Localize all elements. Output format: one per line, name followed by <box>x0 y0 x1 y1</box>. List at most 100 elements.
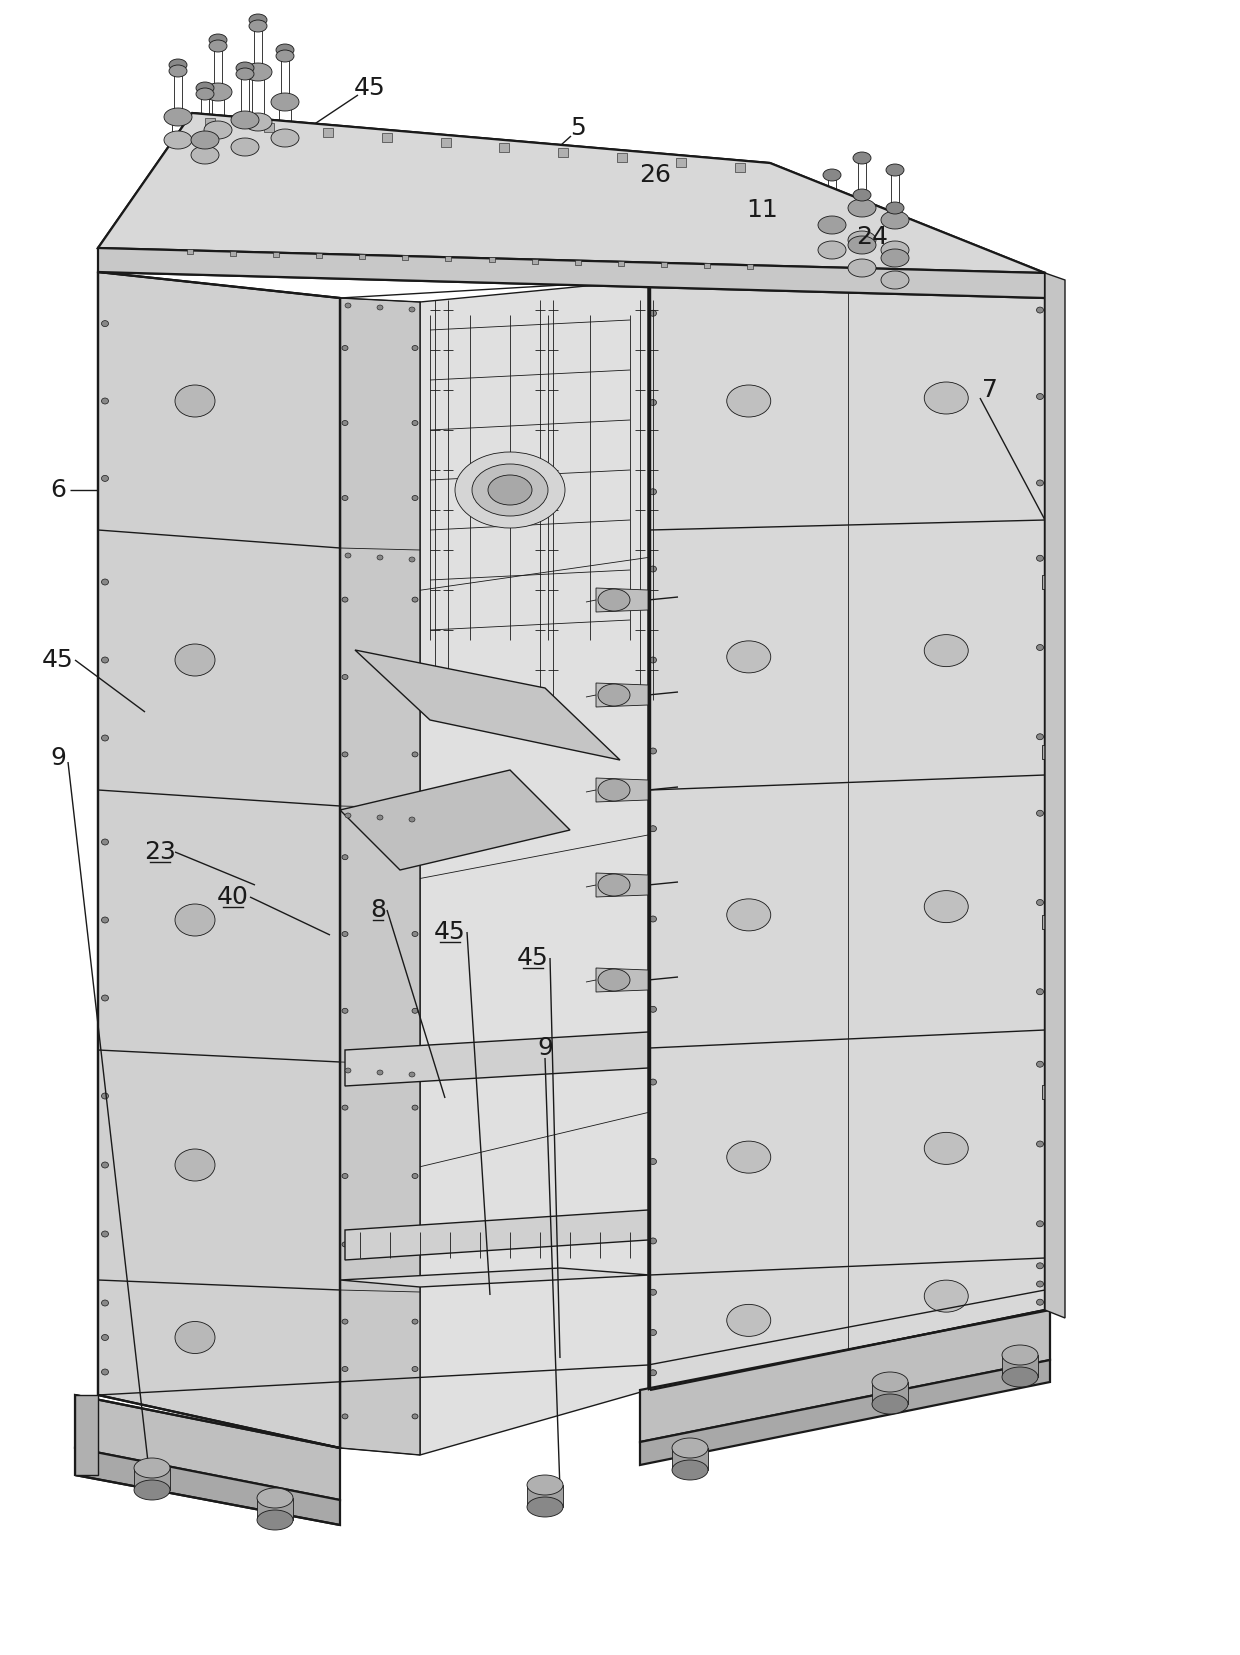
Polygon shape <box>596 872 649 897</box>
Ellipse shape <box>169 60 187 71</box>
Ellipse shape <box>377 554 383 559</box>
Polygon shape <box>440 137 450 147</box>
Ellipse shape <box>924 1279 968 1312</box>
Ellipse shape <box>1037 988 1044 995</box>
Ellipse shape <box>1002 1367 1038 1387</box>
Ellipse shape <box>727 899 771 930</box>
Ellipse shape <box>342 751 348 756</box>
Polygon shape <box>340 1268 650 1288</box>
Text: 24: 24 <box>856 225 888 248</box>
Ellipse shape <box>272 129 299 147</box>
Ellipse shape <box>924 634 968 667</box>
Ellipse shape <box>1037 394 1044 399</box>
Polygon shape <box>74 1395 340 1499</box>
Ellipse shape <box>872 1394 908 1413</box>
Ellipse shape <box>102 475 109 482</box>
Ellipse shape <box>887 202 904 213</box>
Ellipse shape <box>412 495 418 500</box>
Polygon shape <box>345 1210 649 1259</box>
Polygon shape <box>676 159 686 167</box>
Ellipse shape <box>231 137 259 156</box>
Ellipse shape <box>345 303 351 308</box>
Polygon shape <box>640 1360 1050 1465</box>
Ellipse shape <box>924 1132 968 1165</box>
Ellipse shape <box>175 904 215 937</box>
Polygon shape <box>403 255 408 260</box>
Ellipse shape <box>342 932 348 937</box>
Ellipse shape <box>102 1162 109 1168</box>
Ellipse shape <box>598 780 630 801</box>
Polygon shape <box>532 258 538 263</box>
Ellipse shape <box>887 164 904 175</box>
Ellipse shape <box>672 1460 708 1480</box>
Ellipse shape <box>412 420 418 425</box>
Polygon shape <box>187 250 193 255</box>
Ellipse shape <box>412 675 418 680</box>
Ellipse shape <box>650 399 656 405</box>
Ellipse shape <box>727 1142 771 1173</box>
Ellipse shape <box>650 1370 656 1375</box>
Polygon shape <box>264 122 274 132</box>
Polygon shape <box>192 113 770 162</box>
Polygon shape <box>355 650 620 760</box>
Ellipse shape <box>412 1008 418 1013</box>
Text: 6: 6 <box>50 478 66 501</box>
Ellipse shape <box>650 915 656 922</box>
Ellipse shape <box>196 83 215 94</box>
Ellipse shape <box>342 420 348 425</box>
Ellipse shape <box>205 83 232 101</box>
Ellipse shape <box>342 1241 348 1246</box>
Polygon shape <box>98 248 1045 298</box>
Ellipse shape <box>345 1067 351 1072</box>
Ellipse shape <box>650 566 656 573</box>
Ellipse shape <box>409 1072 415 1077</box>
Polygon shape <box>1042 915 1060 928</box>
Polygon shape <box>672 1448 708 1470</box>
Polygon shape <box>489 258 495 263</box>
Polygon shape <box>1042 574 1060 589</box>
Ellipse shape <box>1002 1346 1038 1365</box>
Ellipse shape <box>455 452 565 528</box>
Ellipse shape <box>1037 1061 1044 1067</box>
Ellipse shape <box>1037 554 1044 561</box>
Ellipse shape <box>169 65 187 78</box>
Ellipse shape <box>102 579 109 584</box>
Ellipse shape <box>1037 644 1044 650</box>
Ellipse shape <box>102 995 109 1001</box>
Ellipse shape <box>818 242 846 258</box>
Ellipse shape <box>527 1475 563 1494</box>
Ellipse shape <box>244 63 272 81</box>
Ellipse shape <box>231 111 259 129</box>
Ellipse shape <box>727 640 771 674</box>
Polygon shape <box>316 253 322 258</box>
Ellipse shape <box>412 597 418 602</box>
Polygon shape <box>596 778 649 803</box>
Ellipse shape <box>377 305 383 309</box>
Polygon shape <box>1042 745 1060 760</box>
Ellipse shape <box>823 169 841 180</box>
Text: 45: 45 <box>434 920 466 943</box>
Ellipse shape <box>650 1289 656 1296</box>
Ellipse shape <box>102 1299 109 1306</box>
Ellipse shape <box>409 818 415 823</box>
Ellipse shape <box>175 386 215 417</box>
Ellipse shape <box>1037 733 1044 740</box>
Polygon shape <box>735 164 745 172</box>
Ellipse shape <box>342 1367 348 1372</box>
Ellipse shape <box>272 93 299 111</box>
Ellipse shape <box>134 1480 170 1499</box>
Ellipse shape <box>102 1231 109 1236</box>
Text: 7: 7 <box>982 377 998 402</box>
Text: 45: 45 <box>517 947 549 970</box>
Ellipse shape <box>598 968 630 991</box>
Polygon shape <box>618 261 624 266</box>
Ellipse shape <box>102 735 109 741</box>
Polygon shape <box>500 142 510 152</box>
Ellipse shape <box>102 1092 109 1099</box>
Ellipse shape <box>244 113 272 131</box>
Polygon shape <box>340 298 420 1455</box>
Ellipse shape <box>345 553 351 558</box>
Polygon shape <box>661 261 667 266</box>
Ellipse shape <box>872 1372 908 1392</box>
Ellipse shape <box>727 1304 771 1336</box>
